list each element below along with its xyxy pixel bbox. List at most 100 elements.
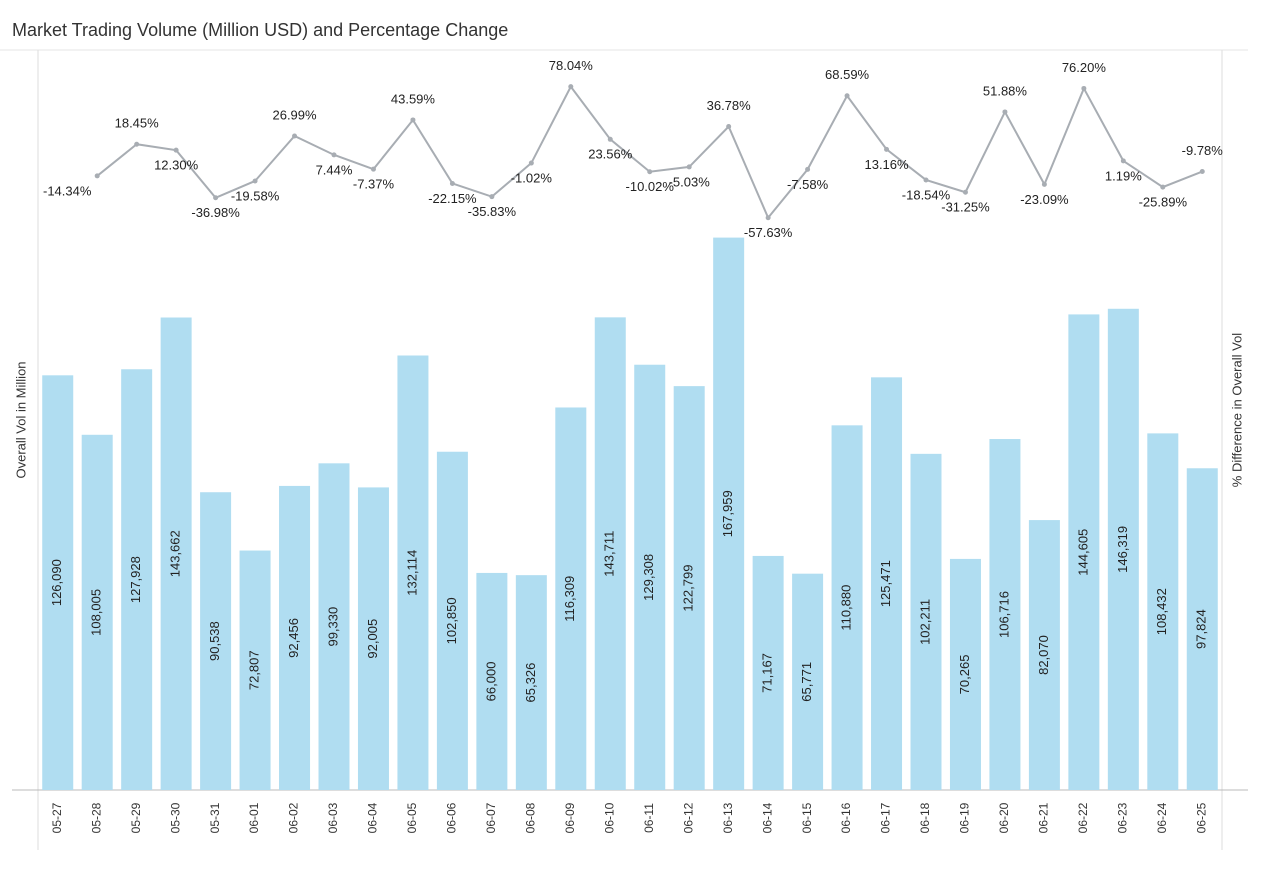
x-tick-label: 05-27 xyxy=(50,802,64,833)
point-label: 1.19% xyxy=(1105,168,1142,183)
bar-label: 143,711 xyxy=(602,531,617,577)
point xyxy=(94,173,100,179)
point xyxy=(370,166,376,172)
bar xyxy=(318,463,350,790)
point xyxy=(1120,158,1126,164)
bar-label: 90,538 xyxy=(207,621,222,661)
x-tick-label: 06-19 xyxy=(958,802,972,833)
point-label: 7.44% xyxy=(316,162,353,177)
bar xyxy=(910,453,942,790)
bar xyxy=(515,575,547,790)
x-tick-label: 06-20 xyxy=(997,802,1011,833)
point xyxy=(1002,109,1008,115)
chart-title: Market Trading Volume (Million USD) and … xyxy=(12,20,508,40)
point-label: -7.58% xyxy=(787,177,829,192)
point xyxy=(884,146,890,152)
bar-label: 110,880 xyxy=(839,585,854,631)
point-label: 78.04% xyxy=(549,58,594,73)
bar xyxy=(1028,520,1060,790)
x-tick-label: 06-21 xyxy=(1037,802,1051,833)
bar-label: 108,432 xyxy=(1154,588,1169,635)
point xyxy=(528,160,534,166)
bar-label: 82,070 xyxy=(1036,635,1051,675)
bar-label: 146,319 xyxy=(1115,526,1130,573)
point xyxy=(331,152,337,158)
point-label: -1.02% xyxy=(511,170,553,185)
bar-label: 72,807 xyxy=(247,650,262,690)
point xyxy=(213,195,219,201)
point xyxy=(292,133,298,139)
point-label: -31.25% xyxy=(941,200,990,215)
point-label: 23.56% xyxy=(588,147,633,162)
point xyxy=(173,147,179,153)
x-tick-label: 06-09 xyxy=(563,802,577,833)
point-label: -35.83% xyxy=(468,204,517,219)
point xyxy=(647,169,653,175)
point xyxy=(489,194,495,200)
bar xyxy=(81,434,113,790)
bar-label: 122,799 xyxy=(681,565,696,612)
point xyxy=(134,141,140,147)
bar xyxy=(397,355,429,790)
point-label: -22.15% xyxy=(428,191,477,206)
point-label: -18.54% xyxy=(902,187,951,202)
x-tick-label: 06-18 xyxy=(918,802,932,833)
bar xyxy=(436,451,468,790)
point xyxy=(1199,169,1205,175)
x-tick-label: 06-25 xyxy=(1194,802,1208,833)
x-tick-label: 06-22 xyxy=(1076,802,1090,833)
point-label: 12.30% xyxy=(154,158,199,173)
bar xyxy=(949,558,981,790)
x-tick-label: 06-16 xyxy=(839,802,853,833)
point-label: 26.99% xyxy=(272,107,317,122)
point-label: -9.78% xyxy=(1182,143,1224,158)
x-tick-label: 06-10 xyxy=(602,802,616,833)
x-tick-label: 05-30 xyxy=(168,802,182,833)
x-tick-label: 06-24 xyxy=(1155,802,1169,833)
x-tick-label: 06-15 xyxy=(800,802,814,833)
bar xyxy=(160,317,192,790)
point xyxy=(805,166,811,172)
bar-label: 102,850 xyxy=(444,597,459,644)
point xyxy=(607,136,613,142)
x-tick-label: 06-11 xyxy=(642,803,656,833)
point xyxy=(1081,85,1087,91)
bar xyxy=(200,492,232,790)
point-label: -25.89% xyxy=(1139,195,1188,210)
point xyxy=(844,93,850,99)
bar-label: 70,265 xyxy=(957,655,972,695)
bar-label: 99,330 xyxy=(325,607,340,647)
point-label: -10.02% xyxy=(626,179,675,194)
bar-label: 108,005 xyxy=(89,589,104,636)
point xyxy=(410,117,416,123)
bar-label: 65,771 xyxy=(799,662,814,702)
point-label: -36.98% xyxy=(191,205,240,220)
x-tick-label: 06-23 xyxy=(1116,802,1130,833)
bar-label: 132,114 xyxy=(404,550,419,596)
bar xyxy=(673,386,705,790)
bar xyxy=(1107,308,1139,790)
bar xyxy=(1186,468,1218,790)
bar xyxy=(1068,314,1100,790)
bar xyxy=(279,485,311,790)
bar-label: 125,471 xyxy=(878,560,893,607)
bar-label: 143,662 xyxy=(168,530,183,577)
point-label: 36.78% xyxy=(707,98,752,113)
bar xyxy=(871,377,903,790)
x-tick-label: 06-01 xyxy=(247,802,261,833)
bar xyxy=(634,364,666,790)
x-tick-label: 05-31 xyxy=(208,802,222,833)
y-axis-title: Overall Vol in Million xyxy=(13,361,28,478)
bar xyxy=(831,425,863,790)
bar xyxy=(476,572,508,790)
bar-label: 116,309 xyxy=(562,576,577,622)
bar xyxy=(752,555,784,790)
point-label: -7.37% xyxy=(353,177,395,192)
point xyxy=(1041,181,1047,187)
bar xyxy=(792,573,824,790)
point-label: -5.03% xyxy=(669,174,711,189)
point xyxy=(449,180,455,186)
bar-label: 106,716 xyxy=(996,591,1011,638)
bar xyxy=(594,317,626,790)
